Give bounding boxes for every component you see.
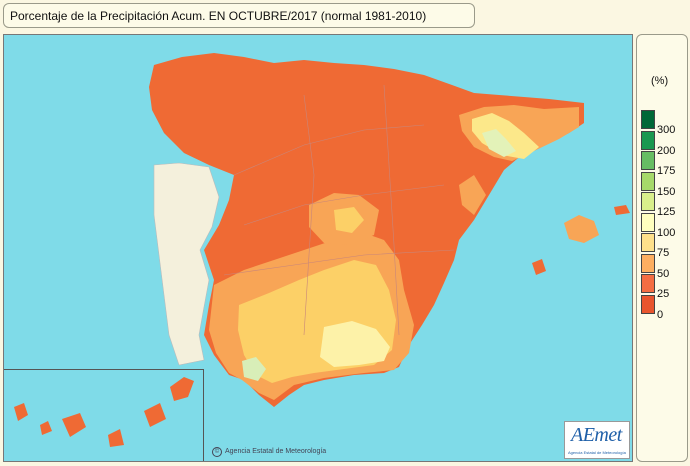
legend: (%) 300 200 175 150 125 100 75 50 25 0 <box>636 34 688 462</box>
huelva-coast <box>242 357 266 381</box>
legend-swatch <box>641 253 655 273</box>
legend-label: 25 <box>657 288 670 300</box>
catalonia-100-125 <box>482 129 516 157</box>
canary-islands-inset <box>4 369 204 461</box>
portugal <box>153 162 220 366</box>
mallorca <box>564 215 599 243</box>
province-boundaries <box>223 84 455 336</box>
madrid-patch <box>334 207 364 233</box>
copyright-icon: © <box>212 447 222 457</box>
legend-label: 0 <box>657 308 664 321</box>
legend-label: 125 <box>657 206 676 218</box>
legend-swatch <box>641 294 655 314</box>
legend-label: 175 <box>657 165 676 177</box>
legend-label: 75 <box>657 247 670 259</box>
catalonia-75-100 <box>472 113 539 159</box>
ebro-25-50 <box>459 175 486 215</box>
granada-almeria-75-100 <box>320 321 390 367</box>
legend-swatch <box>641 151 655 170</box>
legend-swatch <box>641 171 655 191</box>
aemet-logo: AEmet Agencia Estatal de Meteorología <box>564 421 630 459</box>
legend-label: 200 <box>657 144 676 157</box>
precipitation-map <box>14 53 630 447</box>
legend-swatch <box>641 274 655 293</box>
menorca <box>614 205 630 215</box>
logo-name: AEmet <box>571 424 622 446</box>
legend-swatch <box>641 192 655 211</box>
logo-subtitle: Agencia Estatal de Meteorología <box>568 450 626 455</box>
legend-label: 300 <box>657 124 676 136</box>
legend-label: 150 <box>657 185 676 198</box>
legend-swatch <box>641 212 655 232</box>
map-frame: © Agencia Estatal de Meteorología AEmet A… <box>3 34 633 462</box>
legend-label: 50 <box>657 267 670 280</box>
map-credit: © Agencia Estatal de Meteorología <box>212 447 326 457</box>
legend-swatch <box>641 233 655 252</box>
canary-islands <box>14 377 194 447</box>
legend-unit: (%) <box>651 75 669 87</box>
title-bar: Porcentaje de la Precipitación Acum. EN … <box>3 3 475 28</box>
legend-label: 100 <box>657 226 676 239</box>
ibiza <box>532 259 546 275</box>
legend-swatch <box>641 110 655 129</box>
legend-swatch <box>641 130 655 150</box>
map-title: Porcentaje de la Precipitación Acum. EN … <box>10 9 427 23</box>
